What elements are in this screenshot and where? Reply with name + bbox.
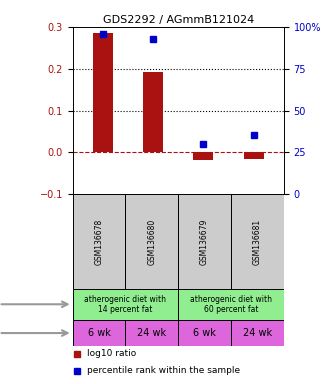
Bar	[125, 194, 178, 288]
Text: percentile rank within the sample: percentile rank within the sample	[87, 366, 241, 375]
Bar	[178, 320, 231, 346]
Title: GDS2292 / AGmmB121024: GDS2292 / AGmmB121024	[103, 15, 254, 25]
Bar	[73, 194, 125, 288]
Bar	[73, 320, 125, 346]
Text: atherogenic diet with
14 percent fat: atherogenic diet with 14 percent fat	[84, 295, 166, 314]
Bar	[244, 152, 264, 159]
Bar	[193, 152, 214, 160]
Bar	[93, 33, 113, 152]
Text: GSM136679: GSM136679	[200, 218, 209, 265]
Bar	[143, 72, 163, 152]
Text: log10 ratio: log10 ratio	[87, 349, 137, 358]
Text: GSM136678: GSM136678	[94, 218, 104, 265]
Bar	[125, 320, 178, 346]
Bar	[178, 194, 231, 288]
Bar	[178, 288, 284, 320]
Bar	[231, 194, 284, 288]
Bar	[73, 288, 178, 320]
Text: GSM136681: GSM136681	[253, 218, 262, 265]
Text: atherogenic diet with
60 percent fat: atherogenic diet with 60 percent fat	[190, 295, 272, 314]
Text: 24 wk: 24 wk	[137, 328, 166, 338]
Text: 6 wk: 6 wk	[193, 328, 216, 338]
Text: GSM136680: GSM136680	[147, 218, 156, 265]
Text: 24 wk: 24 wk	[243, 328, 272, 338]
Bar	[231, 320, 284, 346]
Text: 6 wk: 6 wk	[87, 328, 111, 338]
